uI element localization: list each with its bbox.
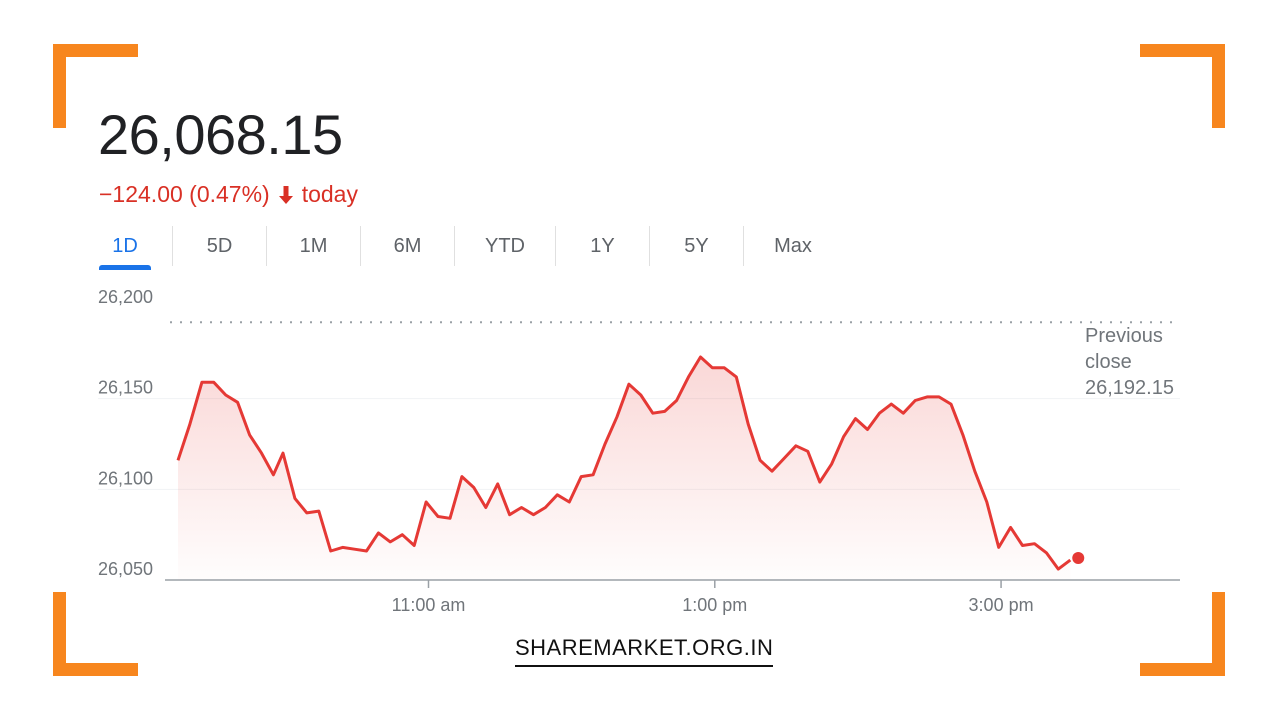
- price-chart[interactable]: 26,050 26,100 26,150 26,200 11:00 am 1:00 pm…: [0, 280, 1280, 620]
- last-price-marker: [1072, 552, 1085, 565]
- tab-6m[interactable]: 6M: [361, 226, 454, 266]
- tab-label: YTD: [485, 234, 525, 257]
- frame-corner-bottom-left-h: [53, 663, 138, 676]
- tab-divider: [266, 226, 267, 266]
- change-value: −124.00 (0.47%): [99, 181, 270, 207]
- frame-corner-top-left-h: [53, 44, 138, 57]
- x-tick-label: 3:00 pm: [969, 595, 1034, 615]
- tab-label: 1M: [299, 234, 328, 257]
- current-price: 26,068.15: [98, 103, 343, 166]
- frame-corner-top-left-v: [53, 44, 66, 128]
- previous-close-word-1: Previous: [1085, 325, 1163, 347]
- tab-label: 1D: [112, 234, 138, 257]
- y-tick-label: 26,200: [98, 287, 153, 307]
- price-change: −124.00 (0.47%) today: [99, 181, 358, 208]
- x-axis: 11:00 am 1:00 pm 3:00 pm: [392, 580, 1034, 615]
- frame-corner-bottom-left-v: [53, 592, 66, 676]
- previous-close-value: 26,192.15: [1085, 377, 1174, 399]
- tab-label: Max: [774, 234, 812, 257]
- tab-divider: [555, 226, 556, 266]
- y-tick-label: 26,150: [98, 378, 153, 398]
- brand-watermark: SHAREMARKET.ORG.IN: [515, 635, 774, 667]
- tab-1y[interactable]: 1Y: [556, 226, 649, 266]
- arrow-down-icon: [276, 183, 296, 207]
- tab-5y[interactable]: 5Y: [650, 226, 743, 266]
- tab-5d[interactable]: 5D: [173, 226, 266, 266]
- change-period: today: [301, 181, 358, 207]
- tab-divider: [649, 226, 650, 266]
- frame-corner-top-right-v: [1212, 44, 1225, 128]
- tab-ytd[interactable]: YTD: [455, 226, 555, 266]
- previous-close-word-2: close: [1085, 351, 1132, 373]
- tab-label: 5Y: [684, 234, 709, 257]
- tab-divider: [360, 226, 361, 266]
- tab-divider: [454, 226, 455, 266]
- x-tick-label: 1:00 pm: [682, 595, 747, 615]
- y-tick-label: 26,100: [98, 468, 153, 488]
- price-line: [176, 355, 1072, 571]
- frame-corner-bottom-right-v: [1212, 592, 1225, 676]
- y-axis-labels: 26,050 26,100 26,150 26,200: [98, 287, 153, 579]
- tab-label: 5D: [206, 234, 233, 257]
- tab-max[interactable]: Max: [744, 226, 842, 266]
- tab-1m[interactable]: 1M: [267, 226, 360, 266]
- x-tick-label: 11:00 am: [392, 595, 466, 615]
- tab-label: 1Y: [590, 234, 615, 257]
- previous-close-label: Previous close 26,192.15: [1085, 325, 1174, 399]
- tab-1d[interactable]: 1D: [99, 226, 151, 270]
- area-fill: [178, 357, 1071, 580]
- frame-corner-top-right-h: [1140, 44, 1225, 57]
- tab-label: 6M: [393, 234, 422, 257]
- y-tick-label: 26,050: [98, 559, 153, 579]
- range-tabs: 1D 5D 1M 6M YTD 1Y 5Y Max: [99, 226, 842, 272]
- tab-divider: [172, 226, 173, 266]
- frame-corner-bottom-right-h: [1140, 663, 1225, 676]
- tab-divider: [743, 226, 744, 266]
